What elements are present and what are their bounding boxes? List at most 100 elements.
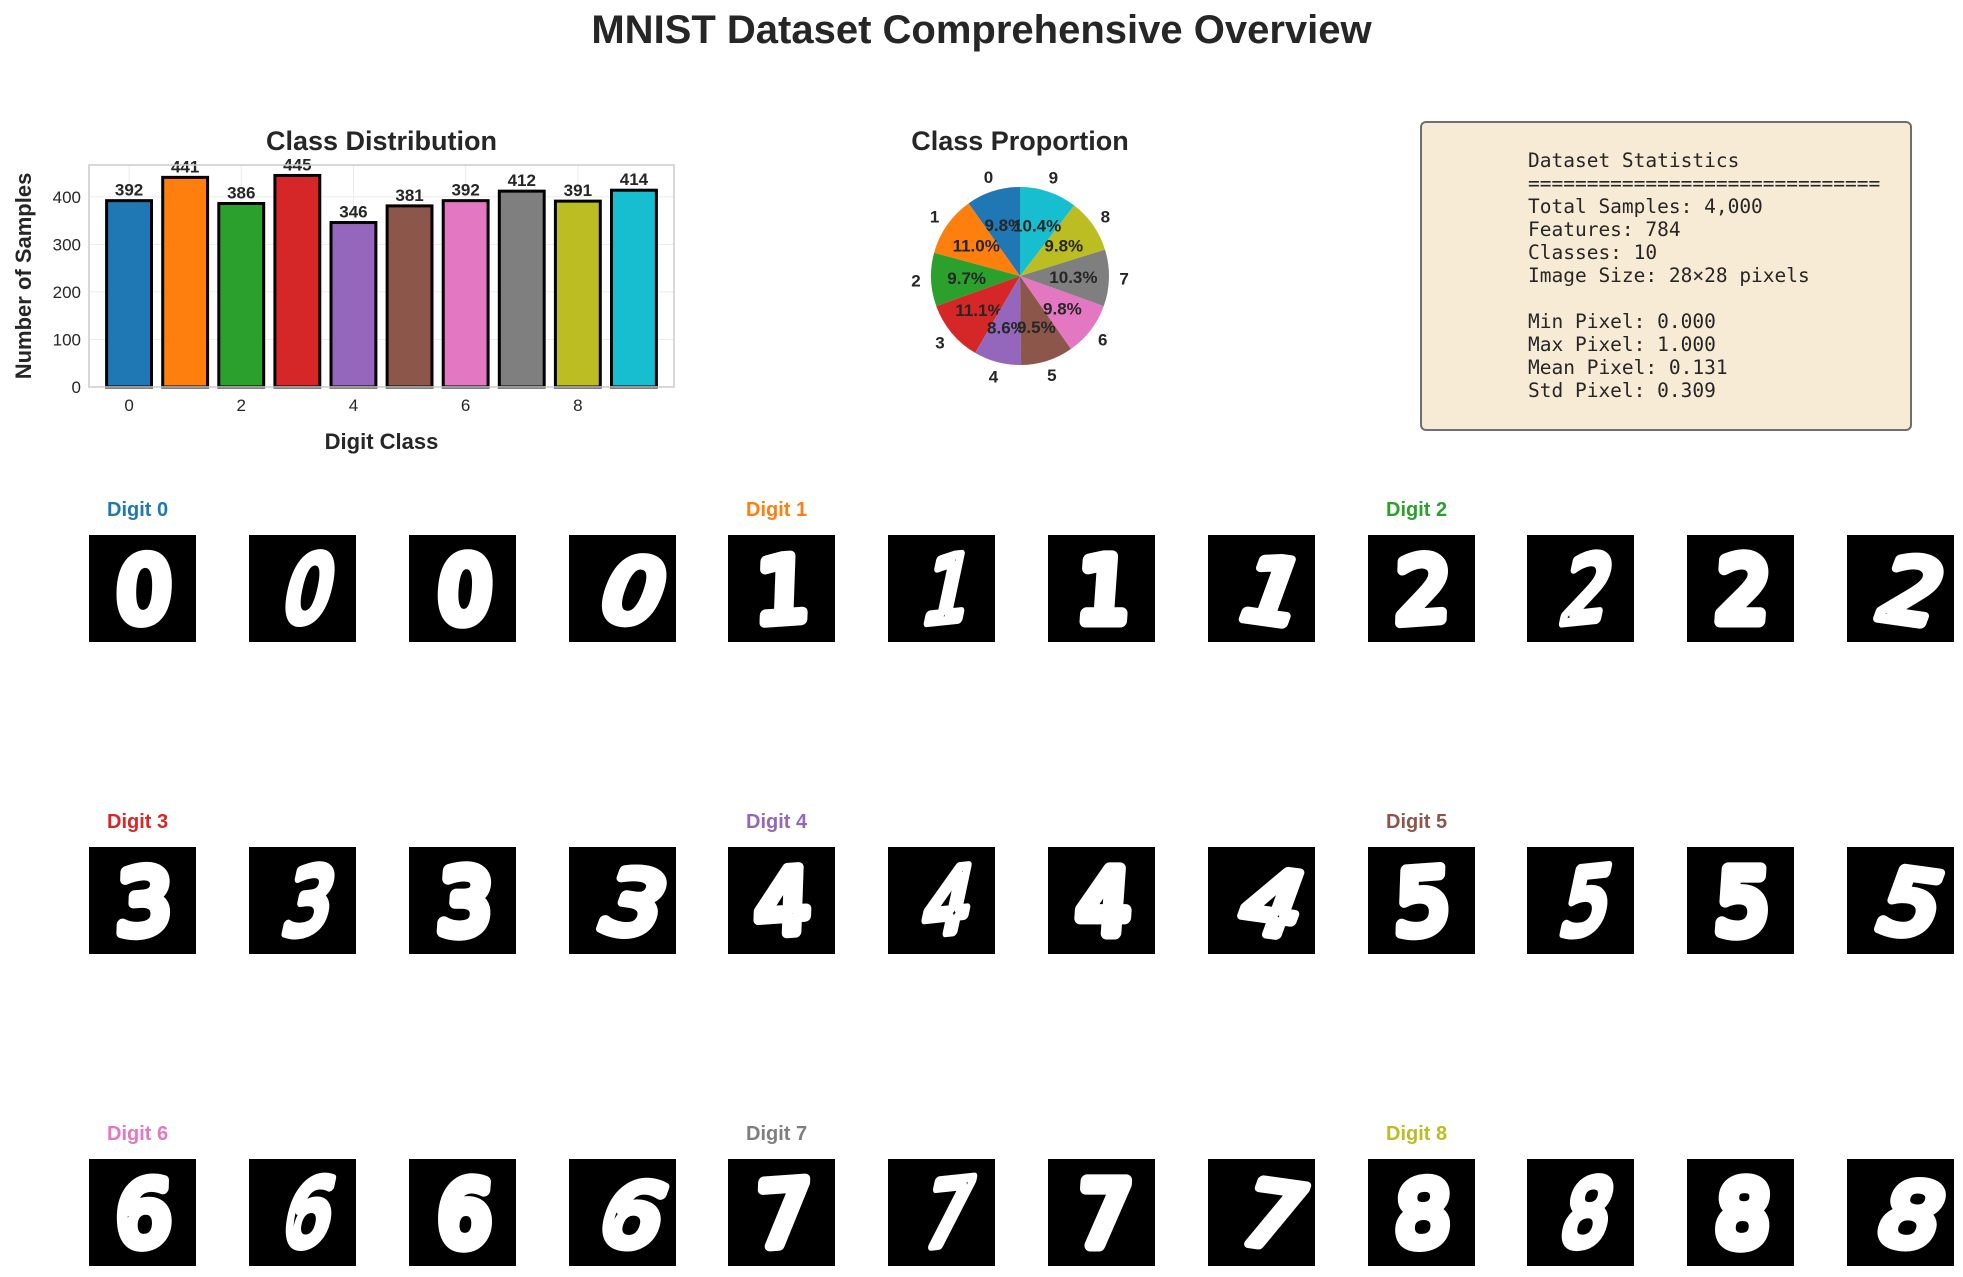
digit-glyph: 8: [1859, 1159, 1954, 1266]
digit-sample-title: Digit 5: [1386, 811, 1448, 833]
bar-data-label: 392: [115, 181, 143, 200]
bar-xaxis-label: Digit Class: [325, 429, 439, 454]
pie-pct-label: 9.7%: [947, 269, 986, 288]
digit-sample-image: 1: [1048, 535, 1155, 642]
digit-sample-image: 6: [569, 1159, 676, 1266]
digit-glyph: 3: [581, 847, 676, 954]
digit-glyph: 5: [1549, 847, 1627, 954]
digit-sample-title: Digit 4: [746, 811, 808, 833]
digit-glyph: 2: [1549, 535, 1627, 642]
digit-glyph: 2: [1388, 535, 1458, 642]
digit-glyph-stroke: 7: [914, 1159, 984, 1266]
digit-glyph-stroke: 2: [1864, 538, 1954, 642]
digit-glyph: 6: [429, 1159, 502, 1266]
digit-sample-image: 8: [1687, 1159, 1794, 1266]
digit-glyph: 1: [1220, 535, 1315, 642]
digit-glyph-stroke: 4: [753, 849, 812, 954]
digit-sample-image: 0: [569, 535, 676, 642]
digit-glyph-stroke: 2: [1553, 535, 1623, 642]
digit-glyph: 1: [1068, 535, 1141, 642]
bar-8: [553, 199, 602, 389]
digit-glyph: 4: [1220, 847, 1315, 954]
digit-sample-image: 3: [89, 847, 196, 954]
pie-slice-label: 9: [1049, 168, 1058, 187]
bar-0: [105, 199, 153, 389]
digit-glyph: 7: [910, 1159, 988, 1266]
digit-sample-image: 2: [1368, 535, 1475, 642]
digit-glyph-stroke: 1: [1074, 540, 1134, 642]
digit-sample-image: 8: [1847, 1159, 1954, 1266]
digit-glyph-stroke: 5: [1713, 852, 1773, 954]
pie-slice-8: [1020, 205, 1105, 276]
bar-xtick-label: 2: [237, 396, 246, 415]
digit-sample-image: 0: [89, 535, 196, 642]
bar-data-label: 381: [395, 186, 423, 205]
digit-glyph-stroke: 6: [114, 1161, 173, 1266]
digit-glyph: 0: [581, 535, 676, 642]
digit-glyph-stroke: 2: [1713, 540, 1773, 642]
pie-slice-label: 7: [1119, 269, 1128, 288]
digit-sample-image: 5: [1527, 847, 1634, 954]
pie-slice-6: [1020, 276, 1104, 349]
pie-slice-label: 8: [1101, 207, 1110, 226]
pie-slice-0: [968, 187, 1020, 276]
digit-glyph: 6: [271, 1159, 349, 1266]
bar-9: [610, 188, 658, 389]
pie-slice-1: [934, 203, 1020, 276]
bar-7: [497, 189, 546, 389]
pie-pct-label: 9.5%: [1017, 318, 1056, 337]
digit-glyph: 3: [429, 847, 502, 954]
digit-glyph: 8: [1549, 1159, 1627, 1266]
digit-sample-image: 5: [1847, 847, 1954, 954]
pie-pct-label: 9.8%: [1044, 236, 1083, 255]
digit-sample-image: 2: [1847, 535, 1954, 642]
digit-glyph: 4: [1068, 847, 1141, 954]
digit-glyph-stroke: 1: [914, 535, 984, 642]
bar-xtick-label: 4: [349, 396, 358, 415]
digit-glyph-stroke: 0: [435, 540, 495, 642]
digit-glyph-stroke: 6: [435, 1164, 495, 1266]
digit-sample-image: 5: [1687, 847, 1794, 954]
digit-sample-image: 3: [409, 847, 516, 954]
pie-pct-label: 11.1%: [955, 301, 1002, 320]
page-title: MNIST Dataset Comprehensive Overview: [591, 8, 1372, 52]
digit-glyph: 7: [1068, 1159, 1141, 1266]
digit-glyph-stroke: 1: [753, 537, 812, 642]
digit-glyph: 6: [581, 1159, 676, 1266]
pie-slice-4: [975, 276, 1022, 365]
digit-glyph: 8: [1388, 1159, 1458, 1266]
digit-glyph: 0: [109, 535, 179, 642]
digit-glyph-stroke: 8: [1713, 1164, 1773, 1266]
digit-sample-title: Digit 3: [107, 811, 169, 833]
digit-sample-image: 3: [249, 847, 356, 954]
digit-glyph-stroke: 3: [275, 847, 345, 954]
digit-sample-image: 2: [1527, 535, 1634, 642]
digit-sample-title: Digit 8: [1386, 1123, 1448, 1145]
digit-glyph-stroke: 5: [1864, 850, 1954, 954]
digit-glyph: 7: [1220, 1159, 1315, 1266]
digit-glyph: 2: [1859, 535, 1954, 642]
digit-glyph-stroke: 0: [114, 537, 173, 642]
digit-glyph-stroke: 8: [1553, 1159, 1623, 1266]
digit-glyph-stroke: 8: [1393, 1161, 1452, 1266]
digit-sample-image: 8: [1368, 1159, 1475, 1266]
class-proportion-pie-chart: Class Proportion 0 9.8% 1 11.0% 2 9.7% 3 11.1% 4 8…: [911, 126, 1129, 387]
digit-glyph-stroke: 3: [114, 849, 173, 954]
bar-5: [385, 204, 434, 389]
bar-xtick-label: 8: [573, 396, 582, 415]
pie-slice-2: [931, 252, 1020, 307]
digit-glyph-stroke: 3: [435, 852, 495, 954]
pie-pct-label: 10.3%: [1049, 268, 1097, 287]
digit-sample-image: 1: [888, 535, 995, 642]
digit-sample-title: Digit 0: [107, 499, 169, 521]
pie-pct-label: 8.6%: [987, 319, 1026, 338]
bar-2: [217, 202, 266, 389]
bar-ytick-label: 200: [53, 283, 81, 302]
digit-glyph-stroke: 5: [1553, 847, 1623, 954]
pie-slice-5: [1020, 276, 1071, 365]
digit-glyph: 0: [429, 535, 502, 642]
digit-glyph: 5: [1707, 847, 1780, 954]
bar-ytick-label: 100: [53, 330, 81, 349]
bar-data-label: 412: [508, 171, 536, 190]
digit-sample-image: 1: [728, 535, 835, 642]
